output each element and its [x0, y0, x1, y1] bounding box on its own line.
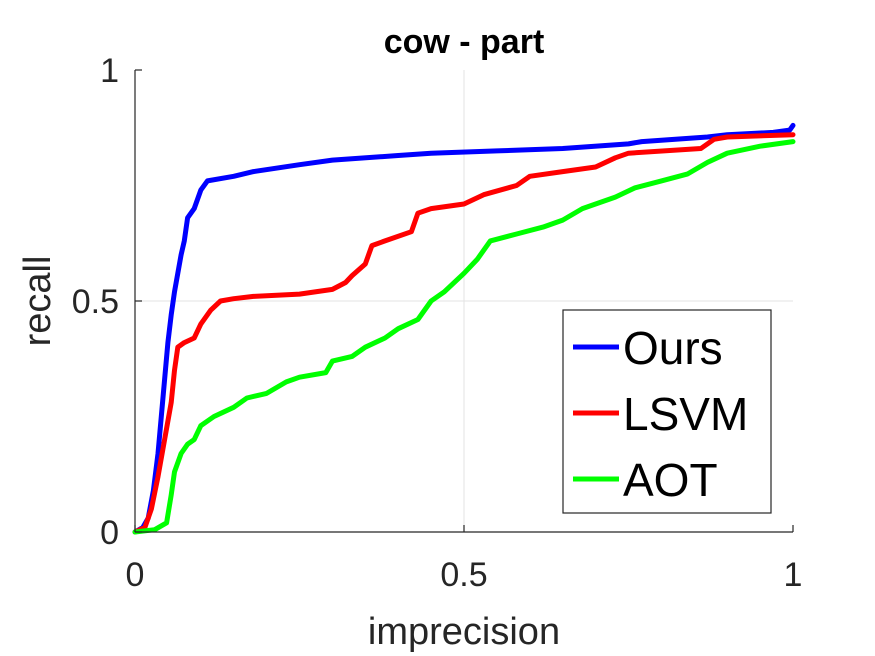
x-axis-label: imprecision [368, 611, 560, 653]
x-tick-label-2: 1 [784, 556, 803, 594]
chart-title: cow - part [384, 23, 545, 61]
legend-label-ours: Ours [623, 322, 723, 374]
y-axis-label: recall [17, 256, 59, 347]
series-line-ours [132, 122, 796, 535]
grid [135, 70, 793, 532]
legend: Ours LSVM AOT [562, 309, 772, 514]
legend-label-aot: AOT [623, 454, 718, 506]
axes [134, 69, 794, 533]
series-lines [132, 122, 796, 535]
tick-labels: 0 0.5 1 0 0.5 1 [72, 52, 803, 594]
x-tick-label-0: 0 [126, 556, 145, 594]
y-tick-label-1: 0.5 [72, 283, 119, 321]
y-tick-label-0: 0 [100, 514, 119, 552]
y-tick-label-2: 1 [100, 52, 119, 90]
x-tick-label-1: 0.5 [440, 556, 487, 594]
series-line-lsvm [132, 132, 796, 535]
series-line-aot [132, 139, 796, 535]
legend-label-lsvm: LSVM [623, 388, 748, 440]
